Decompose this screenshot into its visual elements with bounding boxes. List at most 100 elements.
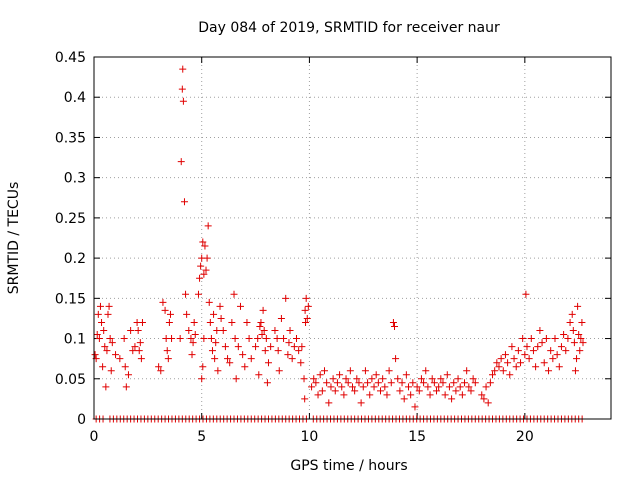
data-point bbox=[121, 363, 129, 371]
y-axis-label: SRMTID / TECUs bbox=[6, 182, 22, 295]
data-point bbox=[224, 355, 232, 363]
data-point bbox=[99, 363, 107, 371]
data-point bbox=[411, 403, 419, 411]
data-point bbox=[301, 306, 309, 314]
data-point bbox=[402, 371, 410, 379]
data-point bbox=[578, 318, 586, 326]
data-point bbox=[409, 379, 417, 387]
data-point bbox=[203, 254, 211, 262]
data-point bbox=[547, 347, 555, 355]
data-point bbox=[264, 359, 272, 367]
data-point bbox=[536, 327, 544, 335]
x-tick-label: 15 bbox=[408, 429, 426, 445]
data-point bbox=[205, 298, 213, 306]
data-point bbox=[212, 339, 220, 347]
data-point bbox=[555, 363, 563, 371]
x-tick-label: 5 bbox=[197, 429, 206, 445]
data-point bbox=[257, 318, 265, 326]
data-points bbox=[91, 65, 587, 423]
data-point bbox=[231, 335, 239, 343]
data-point bbox=[379, 375, 387, 383]
data-point bbox=[499, 367, 507, 375]
data-point bbox=[196, 274, 204, 282]
data-point bbox=[381, 383, 389, 391]
data-point bbox=[519, 335, 527, 343]
data-point bbox=[213, 327, 221, 335]
data-point bbox=[214, 367, 222, 375]
data-point bbox=[180, 198, 188, 206]
data-point bbox=[302, 318, 310, 326]
data-point bbox=[187, 335, 195, 343]
data-point bbox=[562, 347, 570, 355]
data-point bbox=[95, 335, 103, 343]
data-point bbox=[303, 314, 311, 322]
data-point bbox=[94, 310, 102, 318]
data-point bbox=[200, 270, 208, 278]
data-point bbox=[108, 339, 116, 347]
data-point bbox=[183, 310, 191, 318]
data-point bbox=[443, 371, 451, 379]
data-point bbox=[532, 363, 540, 371]
data-point bbox=[549, 355, 557, 363]
data-point bbox=[200, 335, 208, 343]
data-point bbox=[263, 379, 271, 387]
data-point bbox=[159, 298, 167, 306]
data-point bbox=[576, 347, 584, 355]
data-point bbox=[383, 391, 391, 399]
data-point bbox=[392, 355, 400, 363]
data-point bbox=[482, 383, 490, 391]
data-point bbox=[538, 339, 546, 347]
data-point bbox=[112, 351, 120, 359]
data-point bbox=[247, 355, 255, 363]
data-point bbox=[178, 85, 186, 93]
data-point bbox=[207, 335, 215, 343]
data-point bbox=[91, 351, 99, 359]
data-point bbox=[243, 318, 251, 326]
data-point bbox=[163, 347, 171, 355]
data-point bbox=[441, 391, 449, 399]
data-point bbox=[542, 335, 550, 343]
data-point bbox=[211, 355, 219, 363]
data-point bbox=[338, 383, 346, 391]
data-point bbox=[461, 379, 469, 387]
data-point bbox=[465, 383, 473, 391]
data-point bbox=[349, 383, 356, 391]
data-point bbox=[566, 318, 574, 326]
data-point bbox=[415, 387, 423, 395]
data-point bbox=[407, 391, 415, 399]
data-point bbox=[259, 306, 267, 314]
data-point bbox=[493, 359, 501, 367]
y-tick-label: 0.3 bbox=[64, 171, 86, 187]
data-point bbox=[301, 395, 309, 403]
data-point bbox=[342, 375, 350, 383]
plot-frame bbox=[93, 56, 612, 420]
data-point bbox=[300, 375, 308, 383]
data-point bbox=[165, 318, 173, 326]
data-point bbox=[517, 359, 525, 367]
data-point bbox=[577, 335, 585, 343]
data-point bbox=[491, 367, 499, 375]
data-point bbox=[135, 347, 143, 355]
data-point bbox=[138, 318, 146, 326]
data-point bbox=[340, 391, 348, 399]
data-point bbox=[137, 355, 145, 363]
data-point bbox=[98, 318, 106, 326]
data-point bbox=[387, 379, 395, 387]
data-point bbox=[282, 294, 290, 302]
data-point bbox=[191, 331, 199, 339]
data-point bbox=[454, 375, 462, 383]
data-point bbox=[96, 302, 104, 310]
data-point bbox=[230, 290, 238, 298]
data-point bbox=[433, 387, 441, 395]
data-point bbox=[308, 383, 316, 391]
data-point bbox=[323, 379, 331, 387]
data-point bbox=[93, 331, 101, 339]
data-point bbox=[254, 335, 262, 343]
data-point bbox=[298, 343, 306, 351]
data-point bbox=[497, 355, 505, 363]
data-point bbox=[570, 339, 578, 347]
data-point bbox=[166, 310, 174, 318]
data-point bbox=[297, 359, 305, 367]
data-point bbox=[280, 335, 288, 343]
data-point bbox=[435, 383, 443, 391]
